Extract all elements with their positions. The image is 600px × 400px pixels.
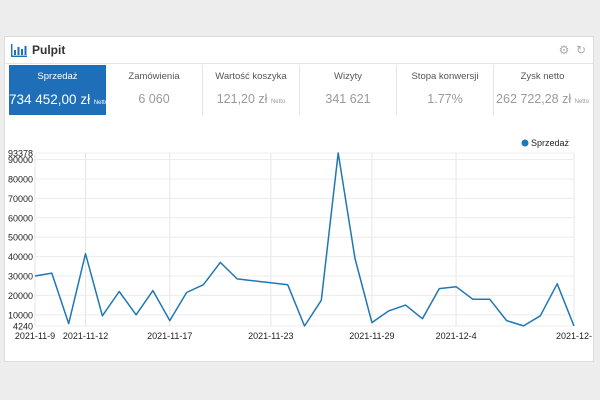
dashboard-panel: Pulpit ⚙ ↻ Sprzedaż 734 452,00 zł Netto …: [4, 36, 594, 362]
kpi-zamowienia[interactable]: Zamówienia 6 060: [106, 65, 203, 115]
legend-swatch: [521, 139, 529, 147]
refresh-icon[interactable]: ↻: [575, 43, 587, 57]
x-tick-label: 2021-11-17: [147, 331, 192, 341]
y-tick-label: 10000: [8, 310, 33, 320]
x-tick-label: 2021-12-4: [436, 331, 477, 341]
gear-icon[interactable]: ⚙: [558, 43, 570, 57]
panel-title: Pulpit: [32, 43, 66, 57]
x-tick-label: 2021-11-29: [349, 331, 394, 341]
bar-chart-icon: [11, 44, 27, 57]
kpi-wartosc-koszyka[interactable]: Wartość koszyka 121,20 zł Netto: [203, 65, 300, 115]
kpi-sprzedaz[interactable]: Sprzedaż 734 452,00 zł Netto: [9, 65, 109, 115]
y-tick-label: 90000: [8, 155, 33, 165]
kpi-value: 1.77%: [427, 92, 463, 106]
sales-line-chart: 4240 10000 20000 30000 40000 50000 60000 70000 8…: [8, 138, 592, 341]
kpi-label: Wartość koszyka: [215, 71, 287, 82]
kpi-value: 121,20 zł Netto: [216, 92, 286, 106]
x-tick-label: 2021-11-23: [248, 331, 293, 341]
y-tick-label: 80000: [8, 174, 33, 184]
kpi-label: Sprzedaż: [37, 71, 78, 82]
kpi-label: Zysk netto: [520, 71, 565, 82]
panel-header: Pulpit ⚙ ↻: [5, 37, 593, 64]
kpi-value: 734 452,00 zł Netto: [9, 92, 109, 107]
kpi-value: 341 621: [325, 92, 371, 106]
kpi-label: Stopa konwersji: [411, 71, 479, 82]
y-tick-label: 50000: [8, 233, 33, 243]
y-tick-label: 60000: [8, 213, 33, 223]
y-tick-label: 70000: [8, 194, 33, 204]
y-tick-label: 4240: [13, 322, 33, 332]
y-tick-label: 93378: [8, 149, 33, 159]
x-tick-label: 2021-11-12: [63, 331, 108, 341]
kpi-wizyty[interactable]: Wizyty 341 621: [300, 65, 397, 115]
kpi-value: 6 060: [138, 92, 170, 106]
y-tick-label: 20000: [8, 291, 33, 301]
x-tick-label: 2021-12-: [556, 331, 592, 341]
kpi-value: 262 722,28 zł Netto: [496, 92, 589, 106]
kpi-stopa-konwersji[interactable]: Stopa konwersji 1.77%: [397, 65, 494, 115]
legend-label: Sprzedaż: [531, 138, 570, 148]
x-tick-label: 2021-11-9: [15, 331, 55, 341]
kpi-row: Sprzedaż 734 452,00 zł Netto Zamówienia …: [9, 65, 591, 115]
kpi-label: Zamówienia: [128, 71, 180, 82]
y-tick-label: 40000: [8, 252, 33, 262]
series-line-sprzedaz: [34, 152, 575, 327]
kpi-label: Wizyty: [334, 71, 362, 82]
y-tick-label: 30000: [8, 272, 33, 282]
kpi-zysk-netto[interactable]: Zysk netto 262 722,28 zł Netto: [494, 65, 591, 115]
